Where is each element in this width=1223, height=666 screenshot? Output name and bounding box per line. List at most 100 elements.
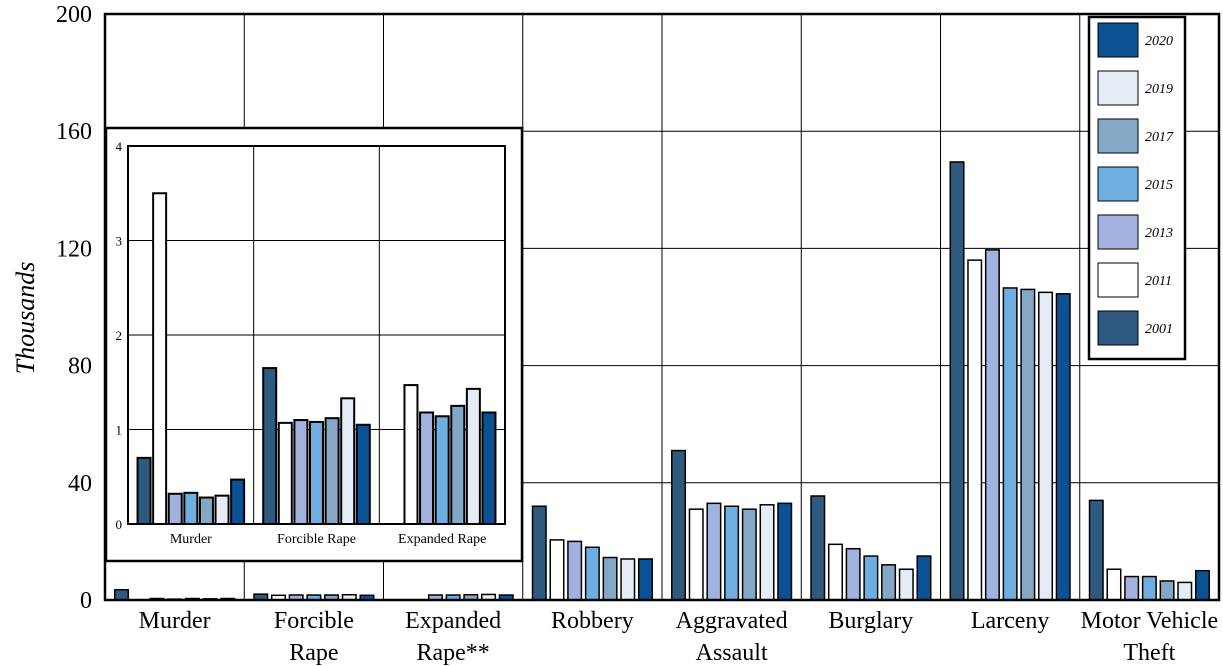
y-tick-120: 120 (56, 236, 92, 262)
legend-label-2013: 2013 (1145, 226, 1173, 241)
legend-swatch-2019 (1097, 70, 1139, 106)
bar-motor-vehicle-theft-2015 (1141, 575, 1157, 601)
y-tick-200: 200 (56, 2, 92, 28)
bar-aggravated-assault-2020 (777, 502, 793, 601)
inset-bar-murder-2015 (183, 491, 199, 526)
inset-bar-murder-2017 (198, 496, 214, 526)
bar-larceny-2017 (1020, 288, 1036, 601)
x-axis-labels: Murder Forcible Rape Expanded Rape** Robbery A… (139, 608, 1219, 666)
x-label-forcible-rape: Forcible (274, 608, 354, 634)
inset-y-tick-4: 4 (116, 139, 123, 154)
inset-y-tick-2: 2 (116, 328, 123, 343)
inset-x-label-murder: Murder (170, 532, 212, 547)
inset-x-label-expanded-rape: Expanded Rape (398, 532, 486, 547)
inset-bar-forcible-rape-2019 (340, 397, 356, 525)
x-label-aggravated-assault-line2: Assault (696, 640, 768, 666)
bar-robbery-2019 (620, 558, 636, 601)
inset-bar-forcible-rape-2011 (277, 421, 293, 526)
legend-swatch-2015 (1097, 166, 1139, 202)
x-label-aggravated-assault: Aggravated (676, 608, 788, 634)
bar-burglary-2019 (898, 568, 914, 601)
y-tick-80: 80 (68, 354, 92, 380)
inset-bar-expanded-rape-2017 (450, 404, 466, 525)
inset-bar-murder-2020 (230, 478, 246, 525)
bar-motor-vehicle-theft-2017 (1159, 580, 1175, 601)
x-label-motor-vehicle-theft-line2: Theft (1123, 640, 1175, 666)
x-label-expanded-rape: Expanded (405, 608, 501, 634)
inset-bar-expanded-rape-2015 (434, 415, 450, 525)
legend-swatch-2001 (1097, 310, 1139, 346)
bar-larceny-2020 (1055, 293, 1071, 601)
inset-y-tick-0: 0 (116, 517, 123, 532)
inset-bar-expanded-rape-2013 (419, 411, 435, 525)
bar-burglary-2017 (881, 564, 897, 601)
bar-burglary-2011 (827, 543, 843, 601)
inset-bar-expanded-rape-2011 (403, 384, 419, 525)
bar-robbery-2017 (602, 556, 618, 601)
inset-bar-murder-2013 (167, 492, 183, 526)
bar-aggravated-assault-2001 (671, 449, 687, 601)
legend-label-2017: 2017 (1145, 130, 1174, 145)
bar-motor-vehicle-theft-2011 (1106, 568, 1122, 601)
main-bars (114, 161, 1210, 601)
inset-bar-forcible-rape-2015 (309, 420, 324, 525)
y-tick-40: 40 (68, 471, 92, 497)
inset-bar-forcible-rape-2017 (324, 417, 340, 525)
bar-robbery-2013 (567, 540, 583, 601)
legend-swatch-2011 (1097, 262, 1139, 298)
legend: 2020 2019 2017 2015 2013 2011 2001 (1087, 15, 1187, 361)
bar-larceny-2019 (1038, 291, 1054, 601)
bar-aggravated-assault-2019 (759, 504, 775, 601)
x-label-motor-vehicle-theft: Motor Vehicle (1081, 608, 1219, 634)
bar-burglary-2015 (863, 555, 879, 601)
bar-motor-vehicle-theft-2001 (1088, 499, 1104, 601)
inset-bar-forcible-rape-2020 (355, 423, 371, 525)
bar-motor-vehicle-theft-2020 (1194, 569, 1210, 601)
legend-swatch-2017 (1097, 118, 1139, 154)
bar-larceny-2001 (949, 161, 965, 601)
inset-chart: 0 1 2 3 4 Murder Forcible Rape Expanded Rape (104, 126, 524, 563)
bar-robbery-2015 (584, 546, 600, 601)
legend-label-2019: 2019 (1145, 82, 1173, 97)
legend-swatch-2020 (1097, 22, 1139, 58)
y-axis-label: Thousands (11, 262, 40, 375)
x-label-murder: Murder (139, 608, 211, 634)
y-tick-160: 160 (56, 119, 92, 145)
bar-aggravated-assault-2015 (724, 505, 740, 601)
bar-motor-vehicle-theft-2013 (1124, 575, 1140, 601)
bar-burglary-2001 (810, 495, 826, 601)
bar-larceny-2013 (984, 249, 1000, 601)
legend-label-2001: 2001 (1145, 322, 1173, 337)
bar-aggravated-assault-2011 (688, 508, 704, 601)
bar-robbery-2001 (531, 505, 547, 601)
bar-larceny-2011 (967, 259, 983, 601)
inset-x-label-forcible-rape: Forcible Rape (277, 532, 356, 547)
x-label-burglary: Burglary (828, 608, 913, 634)
x-label-forcible-rape-line2: Rape (289, 640, 338, 666)
y-axis-ticks: 0 40 80 120 160 200 (56, 2, 92, 614)
inset-y-tick-1: 1 (116, 423, 123, 438)
bar-burglary-2013 (845, 547, 861, 601)
legend-label-2011: 2011 (1145, 274, 1172, 289)
x-label-larceny: Larceny (971, 608, 1050, 634)
legend-label-2020: 2020 (1145, 34, 1173, 49)
inset-bar-forcible-rape-2001 (262, 367, 278, 526)
bar-murder-2001 (114, 588, 130, 601)
x-label-robbery: Robbery (551, 608, 634, 634)
legend-swatch-2013 (1097, 214, 1139, 250)
bar-larceny-2015 (1002, 287, 1018, 601)
bar-aggravated-assault-2017 (741, 508, 757, 601)
inset-bar-murder-2011 (152, 192, 168, 525)
inset-plot-border (127, 145, 506, 525)
inset-bar-expanded-rape-2019 (465, 387, 481, 525)
bar-aggravated-assault-2013 (706, 502, 722, 601)
inset-bar-forcible-rape-2013 (293, 419, 309, 525)
bar-robbery-2020 (637, 558, 653, 601)
legend-label-2015: 2015 (1145, 178, 1173, 193)
inset-y-tick-3: 3 (116, 234, 123, 249)
bar-robbery-2011 (549, 539, 565, 601)
inset-bar-murder-2019 (214, 494, 230, 525)
bar-burglary-2020 (916, 555, 932, 601)
inset-bar-expanded-rape-2020 (481, 411, 497, 525)
